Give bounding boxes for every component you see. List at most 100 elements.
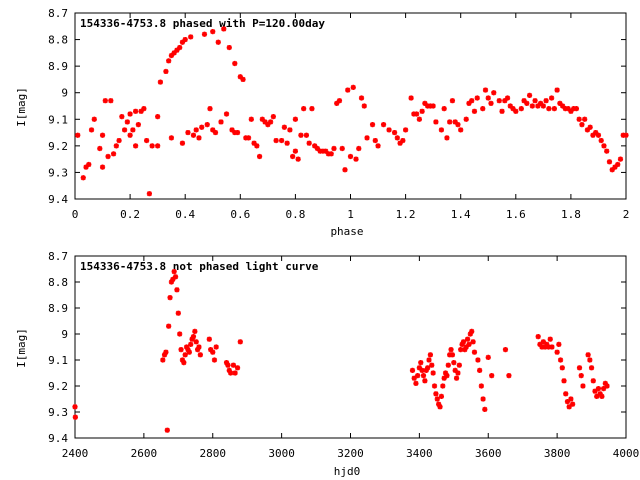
unphased-data-point xyxy=(210,349,216,355)
phased-data-point xyxy=(532,98,538,104)
phased-data-point xyxy=(182,36,188,43)
phased-data-point xyxy=(144,137,150,144)
unphased-data-point xyxy=(206,336,212,342)
unphased-x-tick-label: 3400 xyxy=(406,447,433,460)
phased-data-point xyxy=(466,100,472,106)
phased-data-point xyxy=(336,98,343,104)
unphased-y-tick-label: 9.1 xyxy=(48,354,68,367)
phased-data-point xyxy=(518,106,524,112)
phased-data-point xyxy=(620,132,626,138)
phased-x-tick-label: 0 xyxy=(72,208,79,221)
unphased-data-point xyxy=(230,362,237,368)
phased-data-point xyxy=(590,132,596,138)
phased-data-point xyxy=(358,95,365,101)
unphased-data-point xyxy=(442,370,449,376)
phased-data-point xyxy=(463,116,469,122)
unphased-data-point xyxy=(225,362,231,368)
phased-data-point xyxy=(537,100,544,106)
phased-data-point xyxy=(386,127,392,133)
unphased-data-point xyxy=(564,399,571,405)
phased-data-point xyxy=(455,122,461,128)
unphased-data-point xyxy=(193,339,199,345)
unphased-y-tick-label: 8.8 xyxy=(48,276,68,289)
unphased-x-tick-label: 2800 xyxy=(200,447,227,460)
unphased-y-tick-label: 9.3 xyxy=(48,406,68,419)
phased-data-point xyxy=(394,135,400,141)
unphased-y-tick-label: 9.4 xyxy=(48,432,68,445)
unphased-data-point xyxy=(416,365,422,371)
phased-data-point xyxy=(185,129,191,136)
unphased-data-point xyxy=(477,367,483,373)
phased-data-point xyxy=(234,129,241,136)
unphased-data-point xyxy=(540,339,546,345)
phased-data-point xyxy=(287,127,293,133)
phased-data-point xyxy=(471,108,478,114)
unphased-plot-title: 154336-4753.8 not phased light curve xyxy=(80,260,319,273)
unphased-data-point xyxy=(545,344,552,350)
unphased-data-point xyxy=(578,373,584,379)
phased-data-point xyxy=(403,127,409,133)
phased-x-tick-label: 2 xyxy=(623,208,630,221)
phased-data-point xyxy=(356,145,362,152)
phased-y-tick-label: 9.3 xyxy=(48,166,68,179)
unphased-data-point xyxy=(447,352,453,358)
phased-data-point xyxy=(444,135,450,141)
phased-y-tick-label: 9.2 xyxy=(48,140,68,153)
phased-x-tick-label: 0.8 xyxy=(285,208,305,221)
phased-data-point xyxy=(314,145,321,152)
unphased-data-point xyxy=(537,341,543,347)
phased-data-point xyxy=(510,106,516,112)
unphased-data-point xyxy=(411,375,417,381)
unphased-x-tick-label: 3800 xyxy=(544,447,571,460)
unphased-data-point xyxy=(409,367,416,373)
phased-data-point xyxy=(554,87,560,93)
unphased-data-point xyxy=(431,383,438,389)
phased-data-point xyxy=(449,98,456,104)
phased-data-point xyxy=(416,116,422,122)
phased-data-point xyxy=(496,98,502,104)
phased-data-point xyxy=(317,148,323,154)
unphased-x-axis-label: hjd0 xyxy=(334,465,361,478)
unphased-data-point xyxy=(197,352,203,358)
phased-data-point xyxy=(557,100,563,106)
phased-data-point xyxy=(606,159,613,165)
unphased-data-point xyxy=(557,357,564,363)
phased-data-point xyxy=(254,143,260,149)
phased-data-point xyxy=(155,114,161,120)
phased-data-point xyxy=(595,132,602,138)
phased-data-point xyxy=(546,106,552,112)
phased-data-point xyxy=(130,127,136,133)
unphased-data-point xyxy=(430,370,436,376)
phased-data-point xyxy=(469,98,475,104)
unphased-data-point xyxy=(467,331,473,337)
phased-data-point xyxy=(212,129,219,136)
unphased-data-point xyxy=(458,347,464,353)
phased-data-point xyxy=(325,151,332,157)
phased-data-point xyxy=(345,87,351,93)
phased-data-point xyxy=(408,95,414,101)
phased-data-point xyxy=(135,122,141,128)
unphased-data-point xyxy=(599,393,605,399)
unphased-data-point xyxy=(462,347,468,353)
phased-data-point xyxy=(190,132,197,138)
unphased-data-point xyxy=(594,393,600,399)
phased-data-point xyxy=(281,124,287,130)
unphased-data-point xyxy=(585,352,591,358)
phased-data-point xyxy=(587,124,593,130)
unphased-data-point xyxy=(448,347,454,353)
phased-x-axis-label: phase xyxy=(330,225,363,238)
unphased-data-point xyxy=(455,370,461,376)
phased-data-point xyxy=(397,140,403,146)
phased-data-point xyxy=(306,140,312,146)
phased-data-point xyxy=(127,111,133,117)
phased-data-point xyxy=(425,103,431,109)
phased-data-point xyxy=(499,108,505,114)
phased-data-point xyxy=(88,127,95,133)
phased-data-point xyxy=(292,148,298,154)
phased-data-point xyxy=(474,95,480,101)
unphased-data-point xyxy=(480,396,486,402)
phased-data-point xyxy=(543,98,549,104)
phased-data-point xyxy=(571,106,577,112)
unphased-data-point xyxy=(188,341,194,347)
unphased-data-point xyxy=(433,391,439,397)
